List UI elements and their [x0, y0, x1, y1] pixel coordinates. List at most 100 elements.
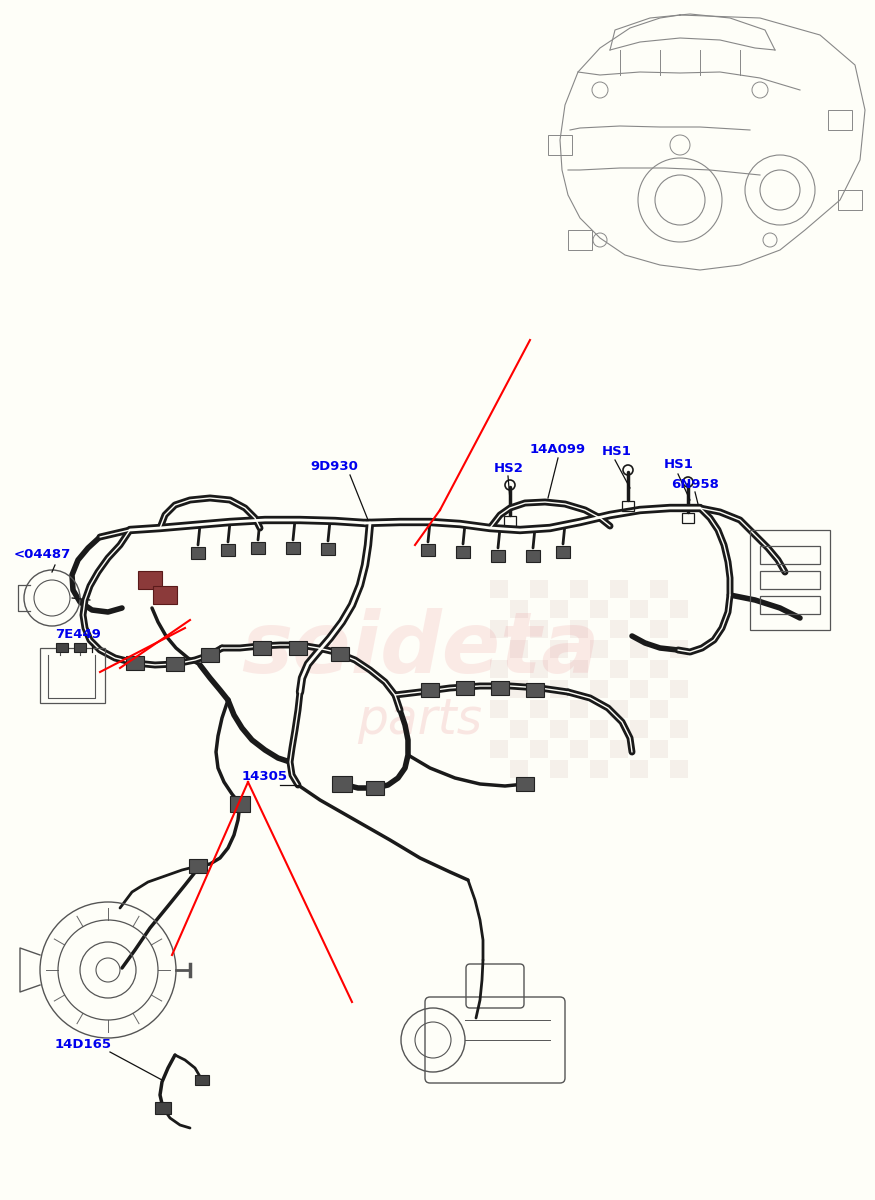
Bar	[610, 580, 628, 598]
Bar	[253, 641, 271, 655]
Bar	[530, 700, 548, 718]
Text: HS1: HS1	[664, 458, 694, 470]
Bar	[650, 580, 668, 598]
Bar	[366, 781, 384, 794]
Bar	[590, 760, 608, 778]
Bar	[195, 1075, 209, 1085]
Bar	[622, 502, 634, 511]
Bar	[590, 680, 608, 698]
Bar	[590, 600, 608, 618]
Bar	[191, 547, 205, 559]
Bar	[650, 740, 668, 758]
Bar	[838, 190, 862, 210]
Text: 14D165: 14D165	[55, 1038, 112, 1051]
Bar	[760, 596, 820, 614]
Bar	[670, 760, 688, 778]
Bar	[510, 720, 528, 738]
Bar	[760, 546, 820, 564]
Text: parts: parts	[358, 696, 483, 744]
Bar	[570, 700, 588, 718]
Bar	[421, 544, 435, 556]
Bar	[590, 720, 608, 738]
Bar	[39, 648, 104, 702]
Bar	[530, 660, 548, 678]
Bar	[155, 1102, 171, 1114]
Bar	[289, 641, 307, 655]
Bar	[550, 720, 568, 738]
Bar	[530, 740, 548, 758]
Bar	[138, 571, 162, 589]
Bar	[530, 620, 548, 638]
Bar	[510, 680, 528, 698]
Bar	[490, 700, 508, 718]
Text: 14305: 14305	[242, 770, 288, 782]
Bar	[630, 720, 648, 738]
Text: 7E449: 7E449	[55, 628, 101, 641]
Bar	[530, 580, 548, 598]
Bar	[550, 600, 568, 618]
Bar	[331, 647, 349, 661]
Bar	[510, 640, 528, 658]
Bar	[56, 642, 68, 652]
Text: seideta: seideta	[241, 608, 599, 691]
Bar	[570, 580, 588, 598]
Bar	[828, 110, 852, 130]
Bar	[556, 546, 570, 558]
Bar	[750, 530, 830, 630]
Bar	[670, 640, 688, 658]
Bar	[516, 778, 534, 791]
Text: <04487: <04487	[14, 548, 71, 560]
Bar	[670, 680, 688, 698]
Bar	[570, 620, 588, 638]
Bar	[682, 514, 694, 523]
Bar	[610, 740, 628, 758]
Bar	[630, 600, 648, 618]
Text: HS1: HS1	[602, 445, 632, 458]
Bar	[630, 680, 648, 698]
Bar	[650, 700, 668, 718]
Bar	[650, 620, 668, 638]
Bar	[570, 660, 588, 678]
Bar	[570, 740, 588, 758]
Bar	[610, 700, 628, 718]
Bar	[456, 546, 470, 558]
Bar	[166, 658, 184, 671]
Bar	[670, 600, 688, 618]
Bar	[568, 230, 592, 250]
Bar	[189, 859, 207, 874]
Bar	[221, 544, 235, 556]
Bar	[490, 580, 508, 598]
Text: 6N958: 6N958	[671, 478, 719, 491]
Bar	[550, 680, 568, 698]
Bar	[491, 550, 505, 562]
Text: HS2: HS2	[494, 462, 524, 475]
Bar	[490, 740, 508, 758]
Bar	[126, 656, 144, 670]
Bar	[670, 720, 688, 738]
Text: 14A099: 14A099	[530, 443, 586, 456]
Bar	[230, 796, 250, 812]
Text: 9D930: 9D930	[310, 460, 358, 473]
Bar	[251, 542, 265, 554]
Bar	[610, 620, 628, 638]
Bar	[610, 660, 628, 678]
Bar	[153, 586, 177, 604]
Bar	[760, 571, 820, 589]
Bar	[526, 550, 540, 562]
Bar	[550, 760, 568, 778]
Bar	[490, 660, 508, 678]
Bar	[201, 648, 219, 662]
Bar	[490, 620, 508, 638]
Bar	[491, 680, 509, 695]
Bar	[74, 642, 86, 652]
Bar	[590, 640, 608, 658]
Bar	[550, 640, 568, 658]
Bar	[332, 776, 352, 792]
Bar	[421, 683, 439, 697]
Bar	[286, 542, 300, 554]
Bar	[510, 760, 528, 778]
Bar	[504, 516, 516, 526]
Bar	[510, 600, 528, 618]
Bar	[321, 542, 335, 554]
Bar	[526, 683, 544, 697]
